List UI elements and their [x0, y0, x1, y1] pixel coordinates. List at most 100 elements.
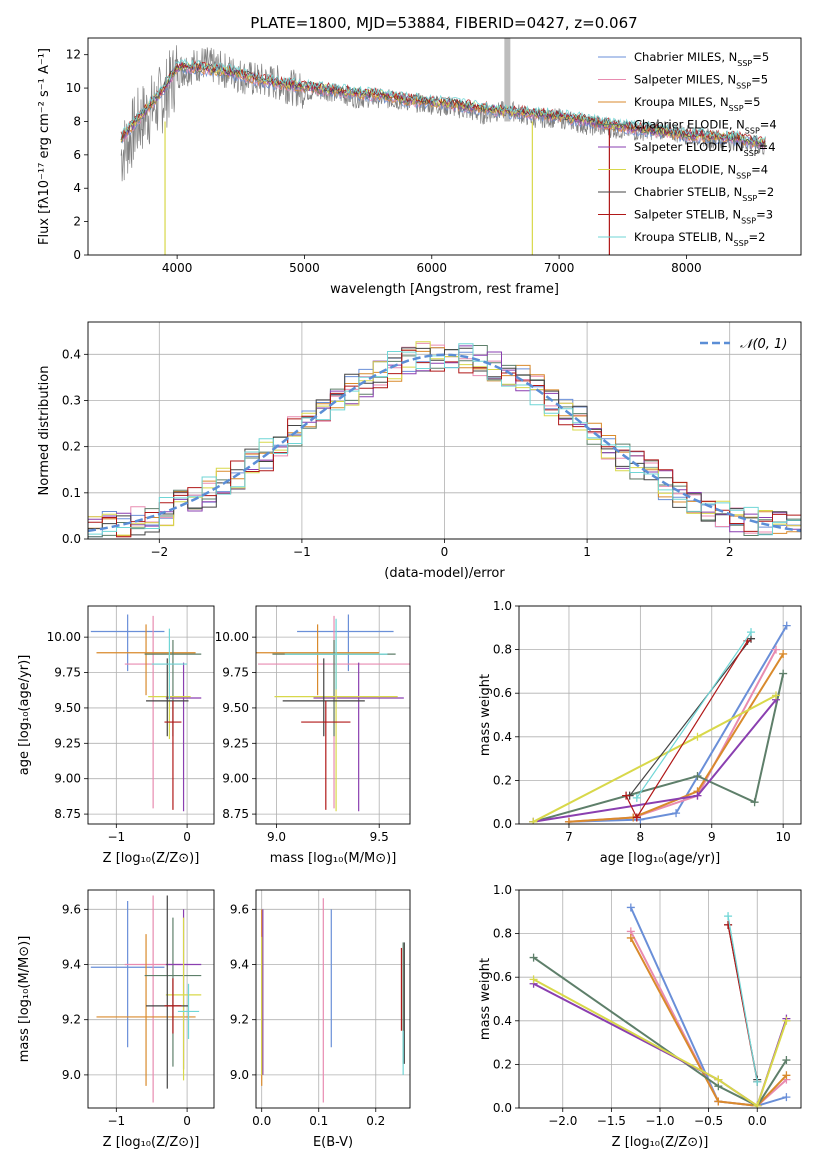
y-tick-label: 12 [66, 48, 81, 62]
y-tick-label: 0 [73, 248, 81, 262]
y-axis-label: mass [log₁₀(M/M⊙)] [17, 936, 32, 1063]
y-tick-label: 10.00 [47, 630, 81, 644]
y-tick-label: 1.0 [493, 599, 512, 613]
weight-marker [672, 809, 681, 818]
x-axis-label: Z [log₁₀(Z/Z⊙)] [612, 1135, 709, 1150]
weight-marker [724, 920, 733, 929]
spectrum-model-line-9 [120, 58, 766, 143]
weight-marker [782, 1071, 791, 1080]
x-tick-label: −1.0 [645, 1114, 674, 1128]
spectrum-emission-block [504, 38, 511, 122]
x-axis-label: age [log₁₀(age/yr)] [600, 851, 721, 866]
weight-line-4 [533, 673, 785, 823]
panel-residuals: −2 −1 0 1 2 0.0 0.1 0.2 0.3 0.4 (data-model)/error… [37, 321, 802, 581]
legend-entry-label: Chabrier MILES, NSSP=5 [634, 50, 769, 68]
y-tick-label: 8.75 [222, 807, 249, 821]
weight-marker [714, 1075, 723, 1084]
x-tick-label: 0 [441, 545, 449, 559]
weight-line-6 [533, 978, 788, 1108]
errorbar-point-1 [90, 901, 165, 1048]
y-tick-label: 9.6 [230, 902, 249, 916]
y-tick-label: 0.3 [62, 393, 81, 407]
weight-marker [626, 933, 635, 942]
y-axis-label: mass weight [478, 958, 493, 1040]
weight-marker [772, 691, 781, 700]
errorbar-point-8 [301, 700, 351, 810]
y-tick-label: 10 [66, 81, 81, 95]
y-tick-label: 0.0 [62, 532, 81, 546]
weight-line-3 [629, 937, 788, 1107]
errorbar-point-7 [146, 658, 189, 737]
weight-marker [782, 1016, 791, 1025]
y-tick-label: 9.4 [62, 958, 81, 972]
y-tick-label: 9.6 [62, 902, 81, 916]
y-tick-label: 8 [73, 114, 81, 128]
y-tick-label: 0.2 [62, 440, 81, 454]
weight-marker [693, 791, 702, 800]
legend-entry-label: Chabrier STELIB, NSSP=2 [634, 185, 774, 203]
x-tick-label: 0 [183, 1114, 191, 1128]
errorbar-point-9 [177, 983, 200, 1040]
errorbar-point-6 [165, 917, 202, 1081]
x-tick-label: −1 [293, 545, 311, 559]
y-tick-label: 0.4 [493, 1014, 512, 1028]
weight-marker [782, 1056, 791, 1065]
x-tick-label: 8000 [671, 261, 702, 275]
weight-marker [693, 772, 702, 781]
figure-title: PLATE=1800, MJD=53884, FIBERID=0427, z=0… [250, 14, 637, 32]
weight-marker [632, 813, 641, 822]
x-tick-label: −2 [150, 545, 168, 559]
x-axis-label: (data-model)/error [384, 566, 505, 581]
errorbar-point-9 [284, 618, 388, 690]
legend-entry-label: Salpeter MILES, NSSP=5 [634, 73, 768, 91]
y-tick-label: 9.00 [54, 772, 81, 786]
plot-area [529, 621, 791, 824]
errorbar-point-1 [90, 614, 165, 672]
y-tick-label: 0.6 [493, 686, 512, 700]
x-tick-label: 5000 [289, 261, 320, 275]
errorbar-point-3 [96, 624, 196, 696]
y-tick-label: 9.50 [54, 701, 81, 715]
legend-entry-label: Kroupa ELODIE, NSSP=4 [634, 163, 768, 181]
y-tick-label: 0.2 [493, 773, 512, 787]
x-tick-label: 9 [708, 830, 716, 844]
y-tick-label: 9.25 [54, 736, 81, 750]
x-tick-label: 0.0 [252, 1114, 271, 1128]
weight-marker [529, 953, 538, 962]
weight-line-9 [727, 916, 758, 1082]
plot-area [88, 341, 801, 538]
weight-marker [779, 669, 788, 678]
errorbar-point-9 [151, 628, 188, 700]
panel-age-vs-mass: 9.0 9.5 8.75 9.00 9.25 9.50 9.75 10.00 mass [log… [215, 605, 411, 866]
y-tick-label: 0.8 [493, 927, 512, 941]
x-tick-label: 0.2 [366, 1114, 385, 1128]
errorbar-point-5 [313, 662, 404, 812]
x-tick-label: 8 [637, 830, 645, 844]
y-tick-label: 9.2 [62, 1013, 81, 1027]
y-tick-label: 0.4 [62, 347, 81, 361]
x-tick-label: 4000 [162, 261, 193, 275]
y-tick-label: 0.0 [493, 1101, 512, 1115]
y-tick-label: 0.1 [62, 486, 81, 500]
x-axis-label: wavelength [Angstrom, rest frame] [330, 282, 559, 297]
x-tick-label: 0 [183, 830, 191, 844]
y-tick-label: 9.2 [230, 1013, 249, 1027]
weight-marker [564, 817, 573, 824]
y-tick-label: 0.6 [493, 970, 512, 984]
errorbar-point-8 [164, 978, 182, 1034]
y-tick-label: 9.4 [230, 958, 249, 972]
x-axis-label: E(B-V) [313, 1135, 353, 1150]
x-tick-label: 0.1 [309, 1114, 328, 1128]
weight-marker [747, 628, 756, 637]
y-tick-label: 6 [73, 148, 81, 162]
errorbar-point-5 [165, 662, 202, 812]
plot-frame [87, 37, 802, 256]
x-tick-label: 7000 [544, 261, 575, 275]
plot-frame [87, 321, 802, 540]
legend-entry-label: 𝒩(0, 1) [740, 337, 787, 352]
errorbar-point-8 [164, 700, 182, 810]
panel-spectrum: 4000 5000 6000 7000 8000 0 2 4 6 8 10 12 wavelength … [37, 37, 802, 297]
weight-line-7 [629, 638, 752, 797]
panel-age-vs-Z: −1 0 8.75 9.00 9.25 9.50 9.75 10.00 Z [log₁₀(Z/Z… [17, 605, 215, 866]
panel-mass-vs-Z: −1 0 9.0 9.2 9.4 9.6 Z [log₁₀(Z/Z⊙)] mass [log₁… [17, 889, 215, 1150]
